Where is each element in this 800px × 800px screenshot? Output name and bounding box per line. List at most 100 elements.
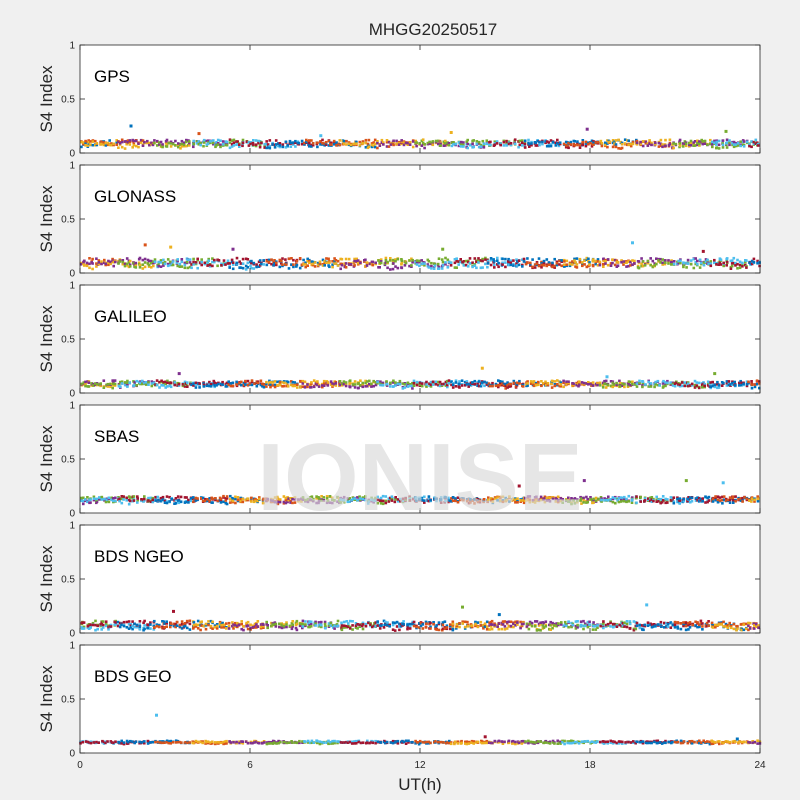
data-point [682, 497, 686, 501]
data-point [342, 498, 346, 502]
data-point [80, 145, 83, 149]
data-point [192, 623, 196, 627]
data-point [613, 140, 616, 143]
data-point [508, 382, 511, 386]
data-point [629, 264, 632, 267]
data-point [747, 381, 750, 385]
data-point [270, 262, 273, 266]
data-point [701, 140, 704, 143]
data-point [143, 261, 147, 264]
data-point [415, 382, 419, 385]
data-point [596, 382, 599, 385]
data-point [662, 385, 665, 388]
data-point [586, 497, 589, 501]
data-point [444, 142, 447, 145]
data-point [630, 501, 634, 504]
data-point [756, 495, 759, 498]
data-point [507, 625, 511, 628]
data-point [659, 144, 663, 147]
data-point [444, 384, 448, 387]
data-point [129, 623, 133, 626]
data-point [322, 499, 326, 502]
data-point [367, 145, 371, 148]
data-point [431, 383, 435, 386]
data-point [551, 261, 554, 265]
data-point [218, 620, 222, 624]
data-point [268, 146, 272, 150]
data-point [256, 499, 259, 503]
data-point [427, 266, 431, 269]
data-point [594, 499, 598, 503]
data-point [241, 497, 245, 501]
data-point [669, 626, 673, 629]
data-point [400, 261, 404, 265]
data-point [217, 259, 221, 262]
data-point [154, 499, 157, 502]
data-point [563, 620, 567, 624]
data-point [518, 143, 522, 147]
data-point [168, 495, 171, 499]
data-point [244, 383, 247, 386]
data-point [650, 143, 653, 147]
data-point [165, 145, 169, 148]
data-point [208, 380, 211, 384]
data-point [400, 259, 404, 262]
data-point [273, 500, 277, 504]
data-point [390, 495, 394, 498]
data-point [249, 141, 252, 144]
data-point [635, 624, 639, 628]
data-point [246, 624, 250, 627]
data-point [567, 141, 570, 145]
data-point [316, 263, 320, 267]
data-point [197, 140, 201, 143]
data-point [125, 262, 129, 266]
data-point [402, 143, 406, 147]
data-point [620, 146, 624, 150]
data-point [380, 141, 384, 144]
data-point [152, 260, 155, 263]
data-point [540, 380, 543, 383]
data-point [521, 258, 524, 261]
data-point [88, 627, 91, 630]
data-point [371, 625, 374, 629]
data-point [340, 263, 344, 267]
data-point [164, 386, 167, 389]
data-point [169, 381, 173, 385]
data-point [278, 498, 282, 501]
data-point [358, 625, 361, 628]
data-point [229, 382, 233, 385]
data-point [132, 143, 136, 147]
data-point [613, 263, 617, 267]
data-point [128, 259, 132, 263]
data-point [285, 621, 288, 624]
data-point [758, 386, 761, 390]
data-point [247, 144, 251, 147]
data-point [415, 261, 419, 264]
data-point [389, 385, 392, 388]
data-point [560, 264, 563, 268]
data-point [641, 385, 644, 389]
data-point [271, 381, 275, 384]
data-point [486, 259, 490, 263]
data-point [481, 266, 484, 269]
data-point [334, 382, 338, 385]
data-point [84, 139, 87, 143]
data-point [159, 144, 163, 147]
data-point [618, 381, 622, 385]
data-point [240, 380, 243, 384]
data-point [716, 498, 720, 501]
data-point [501, 263, 504, 266]
data-point [355, 257, 358, 261]
data-point [185, 500, 188, 504]
data-point [685, 266, 688, 269]
data-point [473, 257, 477, 260]
data-point [736, 258, 739, 262]
data-point [439, 144, 442, 147]
data-point [202, 144, 205, 148]
data-point [285, 623, 288, 626]
data-point [390, 499, 394, 502]
data-point [379, 260, 383, 263]
data-point [236, 498, 240, 502]
data-point [556, 142, 559, 145]
data-point [650, 623, 654, 626]
